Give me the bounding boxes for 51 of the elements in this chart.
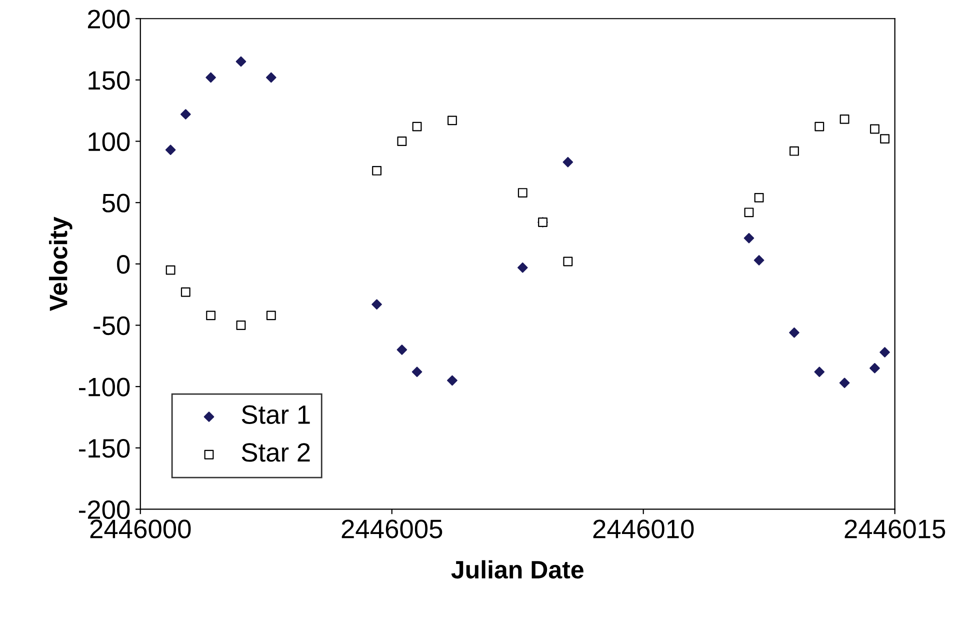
- point: [744, 208, 754, 218]
- y-tick-label: 100: [88, 132, 130, 152]
- x-tick-label: 2446015: [844, 520, 946, 538]
- point: [236, 320, 246, 330]
- x-axis-title: Julian Date: [451, 560, 584, 579]
- y-tick-label: -100: [79, 378, 130, 396]
- point: [790, 146, 799, 156]
- point: [563, 256, 573, 266]
- point: [870, 363, 880, 374]
- point: [412, 366, 422, 378]
- point: [166, 265, 176, 275]
- point: [180, 109, 191, 120]
- point: [266, 72, 276, 83]
- point: [266, 310, 276, 320]
- legend-label: Star 2: [242, 443, 310, 462]
- legend-label: Star 1: [242, 405, 310, 424]
- point: [562, 156, 574, 168]
- y-tick-label: -200: [79, 500, 130, 520]
- x-tick-label: 2446000: [90, 520, 191, 538]
- x-tick-label: 2446010: [593, 520, 694, 538]
- point: [372, 299, 382, 310]
- y-tick-label: -50: [94, 316, 130, 336]
- point: [789, 327, 800, 338]
- point: [880, 347, 890, 358]
- point: [814, 366, 825, 378]
- y-tick-label: 0: [117, 255, 130, 274]
- point: [236, 56, 246, 67]
- point: [206, 72, 216, 83]
- y-tick-label: -150: [79, 439, 130, 458]
- point: [870, 124, 880, 134]
- point: [518, 188, 528, 198]
- point: [165, 144, 176, 156]
- point: [754, 192, 764, 202]
- point: [814, 122, 824, 132]
- point: [447, 375, 458, 386]
- point: [180, 287, 190, 297]
- point: [448, 116, 457, 126]
- x-tick-label: 2446005: [342, 520, 442, 538]
- point: [517, 262, 528, 273]
- y-tick-label: 50: [102, 194, 130, 212]
- point: [396, 344, 408, 355]
- point: [412, 122, 422, 132]
- point: [754, 255, 764, 266]
- y-tick-label: 200: [88, 10, 130, 28]
- point: [839, 378, 850, 388]
- point: [744, 233, 754, 244]
- point: [206, 310, 216, 320]
- point: [397, 136, 407, 146]
- point: [840, 114, 850, 124]
- y-tick-label: 150: [88, 71, 130, 90]
- y-axis-title: Velocity: [48, 216, 72, 311]
